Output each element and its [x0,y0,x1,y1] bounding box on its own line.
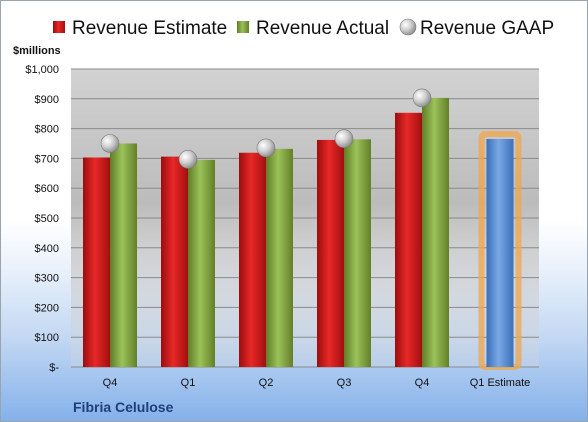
company-name: Fibria Celulose [73,399,174,415]
bar-q1-estimate [486,139,514,367]
marker-revenue-gaap [412,88,432,108]
bar-revenue-actual [110,143,137,367]
marker-revenue-gaap [334,129,354,149]
bar-revenue-estimate [239,152,266,367]
y-unit-label: $millions [13,45,61,57]
y-axis-ticks: $- $100 $200 $300 $400 $500 $600 $700 $800 $900 $1… [25,64,59,374]
marker-revenue-gaap [178,149,198,169]
x-tick-label: Q3 [337,377,352,389]
x-axis-labels: Q4 Q1 Q2 Q3 Q4 Q1 Estimate [103,377,531,389]
legend-swatch [237,21,249,33]
x-tick-label: Q4 [103,377,118,389]
x-tick-label: Q2 [259,377,274,389]
bar-revenue-actual [266,148,293,367]
y-tick-label: $700 [35,153,59,165]
bar-revenue-actual [422,97,449,367]
bar-revenue-estimate [395,112,422,367]
bar-revenue-estimate [83,157,110,367]
marker-revenue-gaap [100,134,120,153]
y-tick-label: $- [49,362,59,374]
legend-swatch [53,21,65,33]
x-tick-label: Q1 Estimate [470,377,531,389]
gridlines [71,68,539,368]
bar-revenue-actual [344,139,371,367]
legend-label: Revenue Actual [256,18,389,39]
y-tick-label: $1,000 [25,64,59,76]
y-tick-label: $100 [35,332,59,344]
y-tick-label: $800 [35,124,59,136]
legend-swatch [399,18,417,36]
bar-revenue-estimate [317,139,344,367]
legend-label: Revenue Estimate [72,18,227,39]
bar-revenue-actual [188,159,215,367]
x-tick-label: Q4 [415,377,430,389]
y-tick-label: $300 [35,273,59,285]
y-tick-label: $500 [35,213,59,225]
y-tick-label: $400 [35,243,59,255]
marker-revenue-gaap [256,138,276,158]
bars [83,88,522,370]
x-tick-label: Q1 [181,377,196,389]
bar-revenue-estimate [161,156,188,367]
legend: Revenue Estimate Revenue Actual Revenue GA… [53,18,554,39]
legend-label: Revenue GAAP [420,18,554,39]
y-tick-label: $600 [35,183,59,195]
y-tick-label: $900 [35,94,59,106]
y-tick-label: $200 [35,302,59,314]
